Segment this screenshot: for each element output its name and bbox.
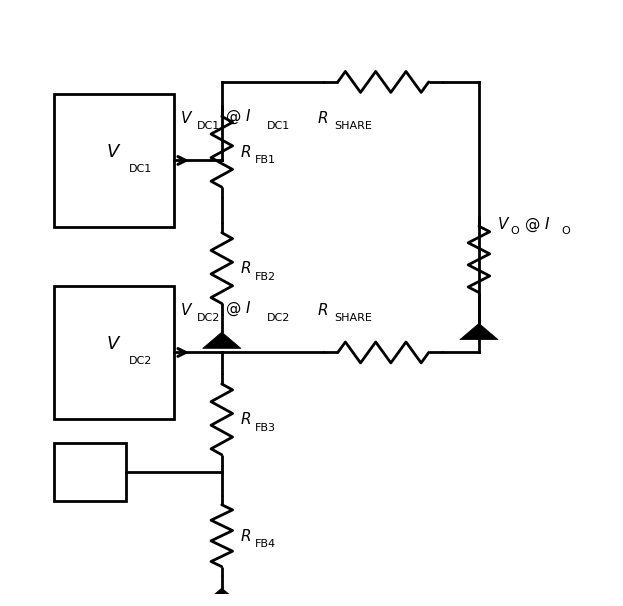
Text: $R$: $R$ (240, 260, 251, 276)
Text: $V$: $V$ (107, 335, 122, 353)
Text: $R$: $R$ (318, 302, 329, 318)
Text: O: O (561, 227, 570, 236)
Polygon shape (460, 324, 498, 339)
Text: FB2: FB2 (255, 272, 276, 282)
Text: FB1: FB1 (255, 156, 276, 165)
Polygon shape (202, 332, 241, 348)
Text: DC2: DC2 (197, 313, 220, 324)
Polygon shape (202, 588, 241, 604)
Text: $@ \ I$: $@ \ I$ (225, 299, 251, 318)
Text: $@ \ I$: $@ \ I$ (524, 215, 550, 234)
FancyBboxPatch shape (54, 93, 174, 227)
Text: $@ \ I$: $@ \ I$ (225, 107, 251, 125)
FancyBboxPatch shape (54, 442, 126, 501)
Text: SHARE: SHARE (334, 313, 372, 324)
Text: $R$: $R$ (240, 144, 251, 160)
Text: FB4: FB4 (255, 539, 276, 550)
Text: $V$: $V$ (107, 143, 122, 161)
Text: O: O (510, 227, 519, 236)
Text: $V$: $V$ (180, 110, 193, 125)
Text: DC1: DC1 (197, 121, 220, 132)
Text: DC1: DC1 (267, 121, 290, 132)
FancyBboxPatch shape (54, 285, 174, 419)
Text: DC2: DC2 (267, 313, 290, 324)
Text: $V$: $V$ (180, 302, 193, 318)
Text: DC1: DC1 (129, 164, 153, 174)
Text: $R$: $R$ (240, 528, 251, 544)
Text: SHARE: SHARE (334, 121, 372, 132)
Text: $R$: $R$ (318, 110, 329, 125)
Text: DC2: DC2 (129, 356, 153, 366)
Text: $R$: $R$ (240, 411, 251, 427)
Text: FB3: FB3 (255, 423, 276, 433)
Text: $V$: $V$ (497, 216, 510, 233)
